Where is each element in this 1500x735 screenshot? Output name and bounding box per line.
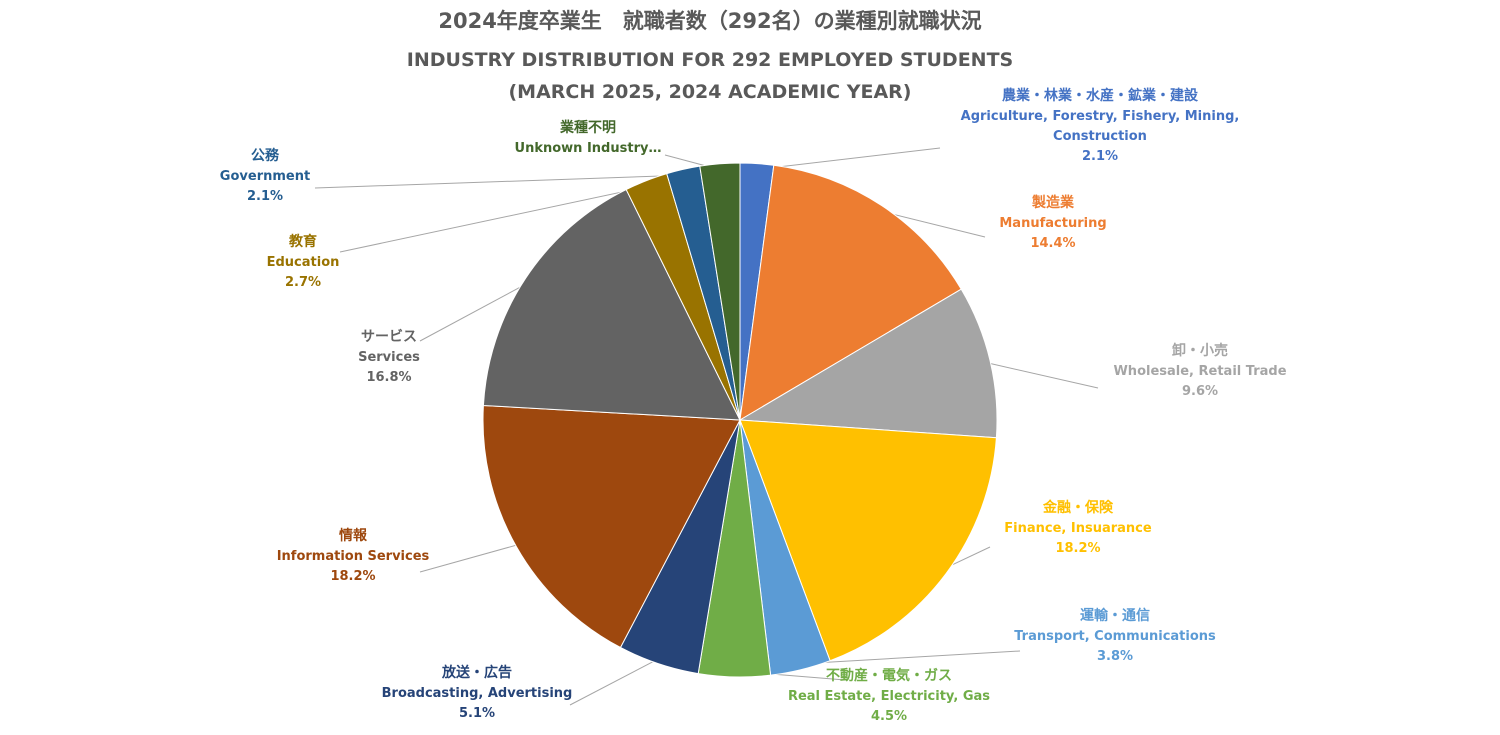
slice-label-percent: 5.1%	[459, 706, 495, 721]
slice-label-percent: 18.2%	[1055, 541, 1100, 556]
slice-label-jp: 金融・保険	[1042, 499, 1114, 516]
leader-line	[984, 361, 1099, 389]
slice-label: サービス Services 16.8%	[358, 329, 420, 385]
slice-label-jp: 運輸・通信	[1080, 607, 1150, 624]
slice-label-jp: 公務	[251, 147, 280, 164]
slice-label-jp: 業種不明	[559, 119, 616, 136]
pie-slice	[482, 404, 741, 649]
pie-slice	[739, 164, 962, 421]
slice-label-en: Wholesale, Retail Trade	[1113, 364, 1286, 379]
chart-subtitle-line-1: INDUSTRY DISTRIBUTION FOR 292 EMPLOYED S…	[407, 49, 1013, 71]
slice-label-jp: サービス	[361, 329, 417, 345]
leader-line	[314, 174, 685, 189]
slice-label: 放送・広告 Broadcasting, Advertising 5.1%	[382, 664, 573, 721]
leader-line	[878, 210, 986, 238]
slice-label-en: Agriculture, Forestry, Fishery, Mining,	[961, 109, 1240, 124]
slice-label-en: Manufacturing	[999, 216, 1106, 231]
slice-label-en: Government	[220, 169, 310, 184]
pie-slice	[738, 288, 998, 439]
slice-label: 業種不明 Unknown Industry…	[515, 119, 662, 156]
slice-label-en: Broadcasting, Advertising	[382, 686, 573, 701]
slice-label-en: Real Estate, Electricity, Gas	[788, 689, 990, 704]
slice-label-en: Services	[358, 350, 420, 365]
slice-label-percent: 3.8%	[1097, 649, 1133, 664]
slice-label-percent: 14.4%	[1030, 236, 1075, 251]
slice-label-en: Education	[267, 255, 340, 270]
slice-label-jp: 農業・林業・水産・鉱業・建設	[1002, 87, 1199, 104]
slice-label-jp: 情報	[339, 527, 368, 544]
slice-label-percent: 2.1%	[247, 189, 283, 204]
slice-label-percent: 4.5%	[871, 709, 907, 724]
slice-label-percent: 2.1%	[1082, 149, 1118, 164]
slice-label-jp: 教育	[289, 233, 317, 250]
slice-labels: 農業・林業・水産・鉱業・建設 Agriculture, Forestry, Fis…	[220, 87, 1287, 724]
slice-label: 運輸・通信 Transport, Communications 3.8%	[1014, 607, 1216, 664]
slice-label-jp: 製造業	[1031, 194, 1075, 211]
slice-label-jp: 卸・小売	[1172, 342, 1228, 359]
pie-slice	[699, 162, 741, 421]
slice-label-percent: 16.8%	[366, 370, 411, 385]
leader-line	[799, 650, 1021, 665]
slice-label-percent: 18.2%	[330, 569, 375, 584]
slice-label: 金融・保険 Finance, Insuarance 18.2%	[1004, 499, 1152, 556]
slice-label-jp: 不動産・電気・ガス	[826, 667, 952, 684]
chart-title: 2024年度卒業生 就職者数（292名）の業種別就職状況	[438, 9, 981, 33]
slice-label: 公務 Government 2.1%	[220, 147, 310, 204]
pie-slices	[482, 162, 998, 678]
slice-label: 教育 Education 2.7%	[267, 233, 340, 290]
slice-label-en: Information Services	[277, 549, 430, 564]
slice-label: 卸・小売 Wholesale, Retail Trade 9.6%	[1113, 342, 1286, 399]
slice-label-percent: 2.7%	[285, 275, 321, 290]
pie-slice	[482, 188, 741, 421]
chart-subtitle-line-2: (MARCH 2025, 2024 ACADEMIC YEAR)	[509, 81, 912, 103]
slice-label: 情報 Information Services 18.2%	[277, 527, 430, 584]
slice-label-percent: 9.6%	[1182, 384, 1218, 399]
slice-label: 農業・林業・水産・鉱業・建設 Agriculture, Forestry, Fis…	[961, 87, 1240, 164]
leader-line	[756, 147, 941, 171]
leader-line	[419, 281, 531, 342]
slice-label: 不動産・電気・ガス Real Estate, Electricity, Gas 4.…	[788, 667, 990, 724]
slice-label-jp: 放送・広告	[441, 664, 512, 681]
leader-line	[339, 185, 649, 253]
slice-label-en: Transport, Communications	[1014, 629, 1216, 644]
slice-label-en: Construction	[1053, 129, 1147, 144]
slice-label-en: Finance, Insuarance	[1004, 521, 1152, 536]
slice-label-en: Unknown Industry…	[515, 141, 662, 156]
leader-line	[569, 657, 661, 706]
leader-line	[419, 543, 522, 573]
pie-slice	[739, 419, 997, 662]
slice-label: 製造業 Manufacturing 14.4%	[999, 194, 1106, 251]
